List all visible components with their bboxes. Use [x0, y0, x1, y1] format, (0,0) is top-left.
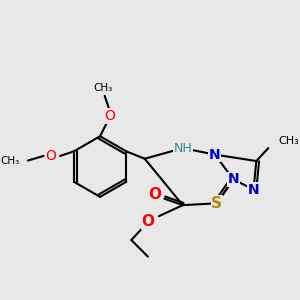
- Text: S: S: [211, 196, 222, 211]
- Text: NH: NH: [173, 142, 192, 155]
- Text: N: N: [227, 172, 239, 186]
- Text: CH₃: CH₃: [0, 156, 20, 166]
- Text: O: O: [141, 214, 154, 229]
- Text: N: N: [209, 148, 221, 162]
- Text: O: O: [149, 187, 162, 202]
- Text: N: N: [248, 182, 260, 197]
- Text: O: O: [104, 109, 115, 123]
- Text: CH₃: CH₃: [278, 136, 299, 146]
- Text: O: O: [45, 149, 56, 163]
- Text: CH₃: CH₃: [93, 82, 112, 92]
